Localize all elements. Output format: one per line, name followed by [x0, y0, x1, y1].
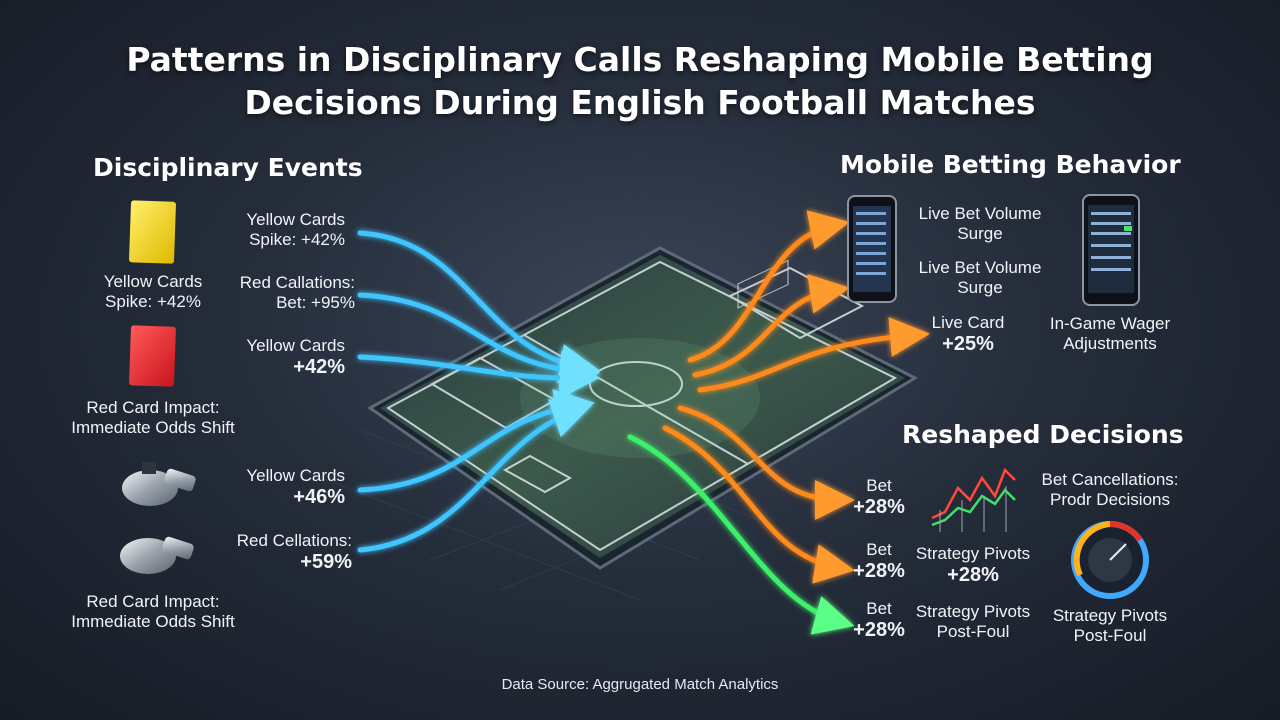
- phone-icon: [847, 195, 897, 303]
- whistle-caption: Red Card Impact: Immediate Odds Shift: [71, 592, 235, 631]
- page-title: Patterns in Disciplinary Calls Reshaping…: [0, 38, 1280, 124]
- decision-label-2: Bet +28%: [853, 540, 905, 582]
- data-source-note: Data Source: Aggrugated Match Analytics: [501, 676, 779, 693]
- decision-label-4: Strategy Pivots +28%: [915, 544, 1031, 586]
- inflow-label-5: Red Cellations: +59%: [236, 531, 352, 573]
- title-line-2: Decisions During English Football Matche…: [244, 83, 1036, 122]
- inflow-label-1: Yellow Cards Spike: +42%: [246, 210, 345, 249]
- decision-label-5: Strategy Pivots Post-Foul: [915, 602, 1031, 641]
- behavior-label-4: In-Game Wager Adjustments: [1049, 314, 1171, 353]
- football-pitch: [367, 246, 919, 570]
- phone-icon-2: [1082, 194, 1140, 306]
- yellow-card-icon: [129, 200, 176, 264]
- decision-label-1: Bet +28%: [853, 476, 905, 518]
- gauge-icon: [1071, 520, 1149, 599]
- decision-label-3: Bet +28%: [853, 599, 905, 641]
- trend-chart-icon: [931, 467, 1016, 532]
- inflow-arrows: [357, 230, 600, 553]
- whistle-icon: [122, 462, 196, 506]
- decision-label-6: Bet Cancellations: Prodr Decisions: [1041, 470, 1179, 509]
- mobile-betting-heading: Mobile Betting Behavior: [840, 150, 1181, 179]
- title-line-1: Patterns in Disciplinary Calls Reshaping…: [126, 40, 1154, 79]
- disciplinary-events-heading: Disciplinary Events: [93, 153, 363, 182]
- green-arrow: [627, 434, 855, 635]
- outflow-arrows: [662, 210, 930, 584]
- red-card-icon: [129, 325, 176, 387]
- inflow-label-3: Yellow Cards +42%: [246, 336, 345, 378]
- behavior-label-2: Live Bet Volume Surge: [918, 258, 1042, 297]
- behavior-label-1: Live Bet Volume Surge: [918, 204, 1042, 243]
- behavior-label-3: Live Card +25%: [931, 313, 1005, 355]
- yellow-card-caption: Yellow Cards Spike: +42%: [103, 272, 203, 311]
- inflow-label-4: Yellow Cards +46%: [246, 466, 345, 508]
- reshaped-decisions-heading: Reshaped Decisions: [902, 420, 1184, 449]
- inflow-label-2: Red Callations: Bet: +95%: [239, 273, 355, 312]
- red-card-caption: Red Card Impact: Immediate Odds Shift: [71, 398, 235, 437]
- decision-label-7: Strategy Pivots Post-Foul: [1052, 606, 1168, 645]
- whistle-icon-2: [120, 536, 194, 574]
